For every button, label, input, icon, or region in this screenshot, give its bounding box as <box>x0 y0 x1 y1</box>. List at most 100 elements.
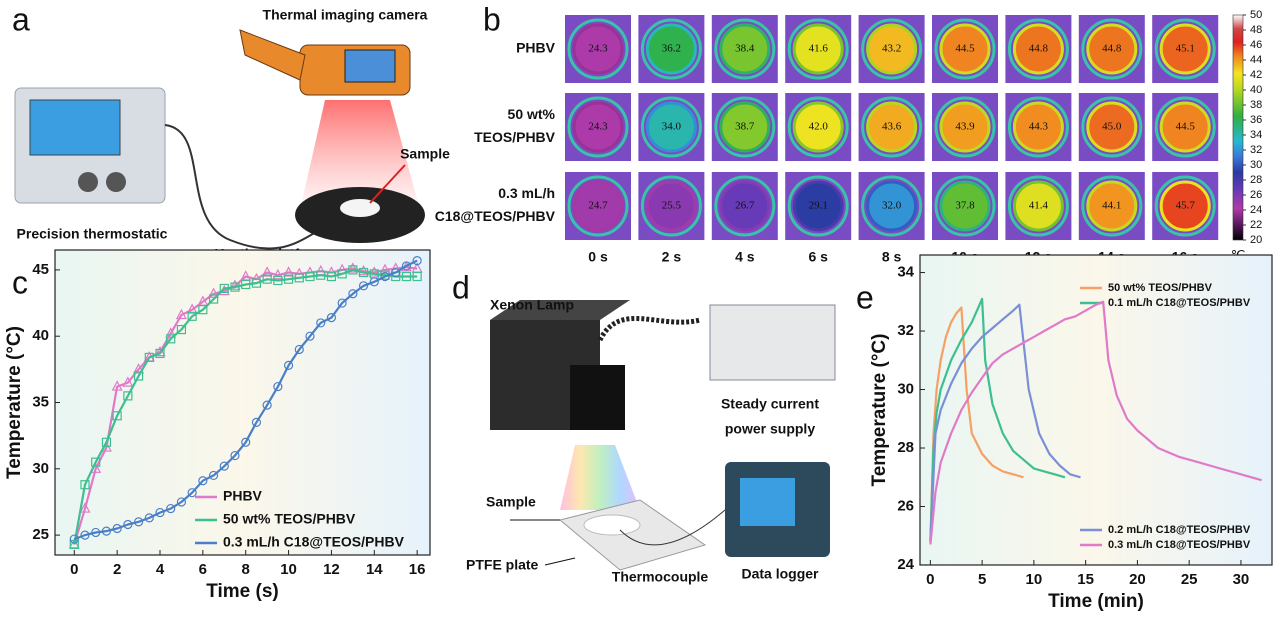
legend-label: 0.2 mL/h C18@TEOS/PHBV <box>1108 524 1251 536</box>
diagram-label: Precision thermostatic <box>17 226 168 242</box>
series-line <box>929 300 1262 545</box>
thermal-value: 42.0 <box>809 121 829 133</box>
y-tick-label: 45 <box>32 261 49 278</box>
thermal-spot <box>939 101 991 153</box>
thermal-value: 44.3 <box>1029 121 1049 133</box>
data-point <box>261 266 273 277</box>
data-point <box>241 437 251 447</box>
thermal-spot <box>1012 101 1064 153</box>
thermal-value: 44.5 <box>1176 121 1196 133</box>
data-point <box>166 503 176 514</box>
x-tick-label: 30 <box>1233 571 1250 588</box>
x-tick-label: 10 <box>1026 571 1043 588</box>
legend-label: 0.3 mL/h C18@TEOS/PHBV <box>223 534 405 550</box>
thermal-ring <box>567 18 629 80</box>
data-point <box>316 318 326 328</box>
colorbar-tick-label: 24 <box>1250 204 1262 216</box>
x-tick-label: 0 <box>70 561 78 578</box>
data-point <box>272 268 284 280</box>
thermal-value: 43.6 <box>882 121 902 133</box>
thermal-value: 24.3 <box>588 43 608 55</box>
panel-letter: c <box>12 264 28 300</box>
data-point <box>133 371 144 381</box>
thermal-ring <box>1007 18 1069 80</box>
colorbar-tick-label: 36 <box>1250 114 1262 126</box>
data-point <box>305 331 315 341</box>
data-point <box>208 287 220 298</box>
thermal-value: 44.8 <box>1029 43 1049 55</box>
thermal-spot <box>1086 180 1138 232</box>
data-point <box>294 273 304 283</box>
panel-letter: a <box>12 1 30 37</box>
thermal-value: 43.2 <box>882 43 901 55</box>
data-point <box>283 274 294 284</box>
data-point <box>176 324 187 335</box>
thermal-spot <box>645 180 697 232</box>
data-point <box>123 519 133 530</box>
series-line <box>929 297 1066 542</box>
data-point <box>79 502 91 513</box>
plot-area <box>54 249 431 556</box>
thermal-spot <box>939 23 991 75</box>
data-point <box>208 470 219 481</box>
y-tick-label: 30 <box>897 380 914 397</box>
thermal-value: 34.0 <box>662 121 682 133</box>
colorbar <box>1232 14 1244 241</box>
data-point <box>133 517 144 527</box>
x-tick-label: 15 <box>1077 571 1094 588</box>
data-point <box>273 381 283 392</box>
data-point <box>251 278 262 288</box>
diagram-label: Thermocouple <box>612 569 709 585</box>
thermal-spot <box>1012 180 1064 232</box>
legend-label: PHBV <box>223 488 263 504</box>
thermal-ring <box>787 96 849 158</box>
data-point <box>175 308 187 320</box>
data-point <box>187 488 197 498</box>
row-label: 50 wt% <box>508 106 556 122</box>
row-label: PHBV <box>516 40 556 56</box>
colorbar-tick-label: 32 <box>1250 144 1262 156</box>
thermal-spot <box>719 180 771 232</box>
data-point <box>144 513 154 523</box>
data-point <box>122 376 134 387</box>
data-point <box>262 274 272 284</box>
legend-label: 50 wt% TEOS/PHBV <box>223 511 356 527</box>
thermal-value: 41.6 <box>809 43 829 55</box>
data-point <box>166 334 176 344</box>
thermal-ring <box>640 18 702 80</box>
x-tick-label: 2 <box>113 561 121 578</box>
data-point <box>241 279 251 290</box>
thermal-spot <box>792 180 844 232</box>
thermal-value: 24.3 <box>588 121 608 133</box>
colorbar-tick-label: 46 <box>1250 39 1262 51</box>
time-label: 4 s <box>735 249 755 265</box>
y-tick-label: 30 <box>32 460 49 477</box>
data-point <box>369 277 379 287</box>
data-point <box>198 476 208 486</box>
diagram-label: Steady current <box>721 396 819 412</box>
data-point <box>230 450 240 461</box>
data-point <box>251 417 262 427</box>
thermal-value: 41.4 <box>1029 200 1049 212</box>
y-tick-label: 26 <box>897 497 914 514</box>
x-tick-label: 0 <box>926 571 934 588</box>
thermal-value: 26.7 <box>735 200 755 212</box>
thermal-spot <box>719 23 771 75</box>
data-point <box>219 283 229 294</box>
thermal-spot <box>1012 23 1064 75</box>
x-tick-label: 8 <box>242 561 250 578</box>
data-point <box>347 262 359 273</box>
thermal-spot <box>1159 180 1211 232</box>
row-label: C18@TEOS/PHBV <box>435 208 556 224</box>
thermal-ring <box>714 175 776 237</box>
thermal-value: 44.8 <box>1102 43 1122 55</box>
diagram-label: Xenon Lamp <box>490 297 574 313</box>
data-point <box>283 360 294 370</box>
thermal-ring <box>787 175 849 237</box>
thermal-ring <box>787 18 849 80</box>
data-point <box>412 256 422 266</box>
thermal-value: 45.7 <box>1176 200 1196 212</box>
thermal-ring <box>567 175 629 237</box>
thermal-value: 36.2 <box>662 43 681 55</box>
